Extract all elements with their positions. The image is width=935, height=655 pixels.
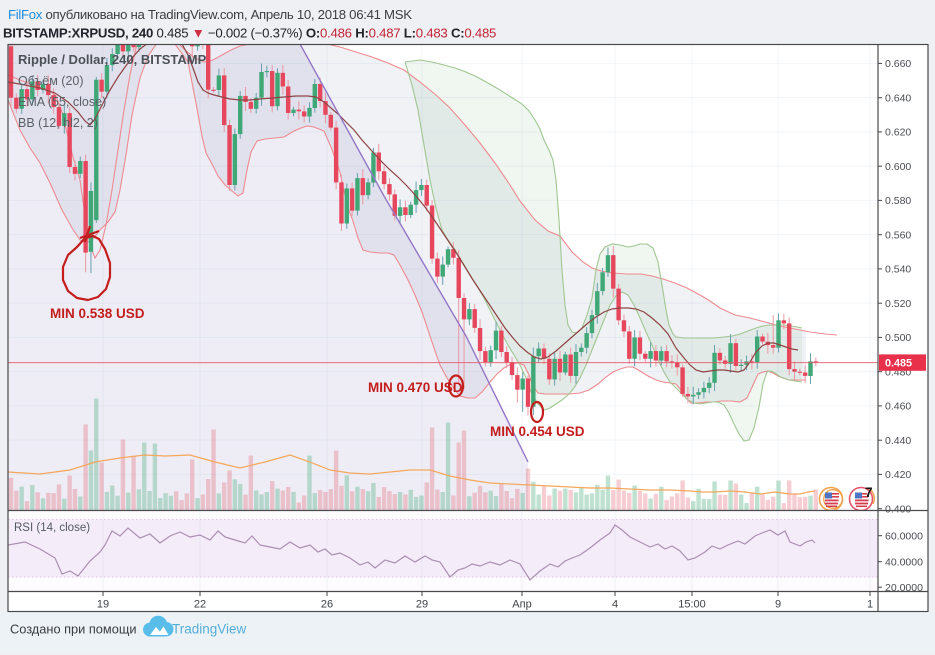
svg-text:Объём (20): Объём (20) (18, 74, 84, 88)
svg-text:0.460: 0.460 (885, 401, 911, 413)
svg-text:0.540: 0.540 (885, 264, 911, 276)
svg-text:60.0000: 60.0000 (885, 531, 923, 543)
svg-text:MIN 0.538 USD: MIN 0.538 USD (50, 306, 145, 321)
svg-text:7: 7 (865, 485, 873, 500)
svg-text:Апр: Апр (512, 599, 531, 611)
svg-text:4: 4 (612, 599, 618, 611)
svg-text:0.485: 0.485 (885, 358, 912, 370)
svg-text:1: 1 (867, 599, 873, 611)
svg-text:RSI (14, close): RSI (14, close) (14, 522, 90, 534)
svg-text:0.500: 0.500 (885, 332, 911, 344)
svg-text:BITSTAMP:XRPUSD, 240 0.485 ▼: BITSTAMP:XRPUSD, 240 0.485 ▼ −0.002 (−0.… (3, 26, 496, 41)
svg-text:EMA (55, close): EMA (55, close) (18, 95, 106, 109)
svg-text:BB (12, hl2, 2): BB (12, hl2, 2) (18, 116, 98, 130)
svg-text:0.580: 0.580 (885, 195, 911, 207)
svg-text:0.400: 0.400 (885, 504, 911, 516)
svg-text:40.0000: 40.0000 (885, 557, 923, 569)
svg-text:0.660: 0.660 (885, 58, 911, 70)
svg-text:26: 26 (321, 599, 333, 611)
svg-text:MIN 0.454 USD: MIN 0.454 USD (490, 424, 585, 439)
svg-text:Создано при помощи: Создано при помощи (10, 622, 137, 637)
svg-text:0.520: 0.520 (885, 298, 911, 310)
svg-text:22: 22 (194, 599, 206, 611)
svg-text:0.620: 0.620 (885, 127, 911, 139)
svg-text:TradingView: TradingView (172, 622, 247, 637)
svg-text:20.0000: 20.0000 (885, 582, 923, 594)
svg-text:9: 9 (775, 599, 781, 611)
svg-text:Ripple / Dollar, 240, BITSTAMP: Ripple / Dollar, 240, BITSTAMP (18, 52, 207, 67)
svg-text:FilFox опубликовано на Trading: FilFox опубликовано на TradingView.com, … (8, 7, 412, 22)
svg-text:MIN 0.470 USD: MIN 0.470 USD (368, 380, 463, 395)
svg-text:19: 19 (97, 599, 109, 611)
svg-text:0.440: 0.440 (885, 435, 911, 447)
svg-text:0.640: 0.640 (885, 93, 911, 105)
svg-text:15:00: 15:00 (678, 599, 706, 611)
svg-text:0.560: 0.560 (885, 230, 911, 242)
svg-text:29: 29 (416, 599, 428, 611)
svg-text:0.600: 0.600 (885, 161, 911, 173)
svg-text:0.420: 0.420 (885, 469, 911, 481)
